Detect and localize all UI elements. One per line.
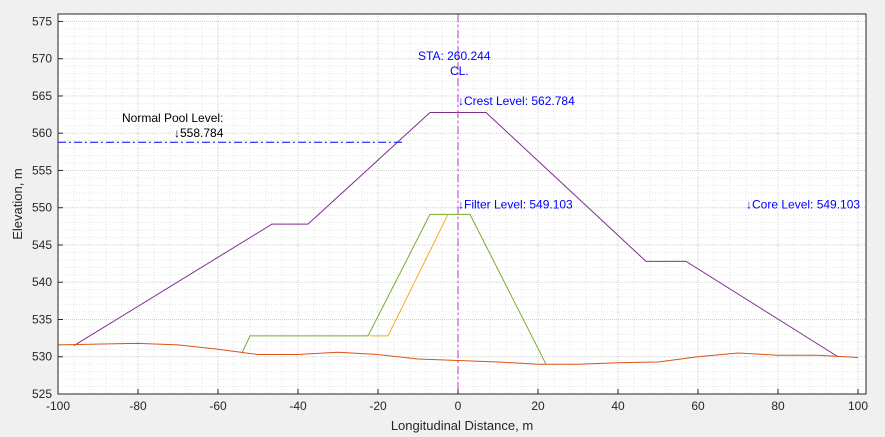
series-line [57, 342, 859, 365]
y-axis-label: Elevation, m [10, 168, 25, 240]
y-tick-label: 545 [32, 238, 52, 252]
x-tick-label: -20 [369, 399, 387, 413]
x-tick-label: 20 [531, 399, 545, 413]
y-tick-label: 540 [32, 275, 52, 289]
reference-lines [58, 14, 459, 394]
x-tick-label: -40 [289, 399, 307, 413]
y-tick-label: 565 [32, 89, 52, 103]
x-tick-label: 60 [691, 399, 705, 413]
annotation-label: ↓558.784 [174, 126, 224, 140]
y-tick-label: 550 [32, 201, 52, 215]
y-tick-label: 535 [32, 312, 52, 326]
series-line [370, 214, 449, 337]
x-tick-label: -80 [129, 399, 147, 413]
plot-area-border [57, 13, 867, 395]
series-line [241, 213, 547, 365]
y-tick-labels: 525 530 535 540 545 550 555 560 565 570 575 [32, 14, 63, 401]
plot-area-background [58, 14, 866, 394]
annotation-label: ↓Crest Level: 562.784 [458, 94, 575, 108]
x-tick-label: 80 [771, 399, 785, 413]
y-tick-label: 570 [32, 52, 52, 66]
x-tick-label: 0 [455, 399, 462, 413]
y-tick-label: 525 [32, 387, 52, 401]
x-axis-label: Longitudinal Distance, m [391, 418, 533, 433]
annotation-label: STA: 260.244 [418, 49, 491, 63]
y-tick-label: 555 [32, 163, 52, 177]
x-tick-label: 100 [848, 399, 868, 413]
y-tick-label: 575 [32, 14, 52, 28]
annotation-label: ↓Filter Level: 549.103 [458, 197, 573, 211]
y-tick-label: 530 [32, 350, 52, 364]
annotation-label: ↓Core Level: 549.103 [746, 197, 860, 211]
x-tick-label: -60 [209, 399, 227, 413]
x-tick-labels: -100 -80 -60 -40 -20 0 20 40 60 80 100 [46, 389, 868, 413]
x-tick-label: -100 [46, 399, 70, 413]
annotation-label: CL. [450, 64, 469, 78]
annotations: Normal Pool Level:↓558.784 STA: 260.244CL… [122, 49, 860, 211]
x-tick-label: 40 [611, 399, 625, 413]
y-tick-label: 560 [32, 126, 52, 140]
minor-grid [58, 13, 866, 394]
annotation-label: Normal Pool Level: [122, 111, 223, 125]
